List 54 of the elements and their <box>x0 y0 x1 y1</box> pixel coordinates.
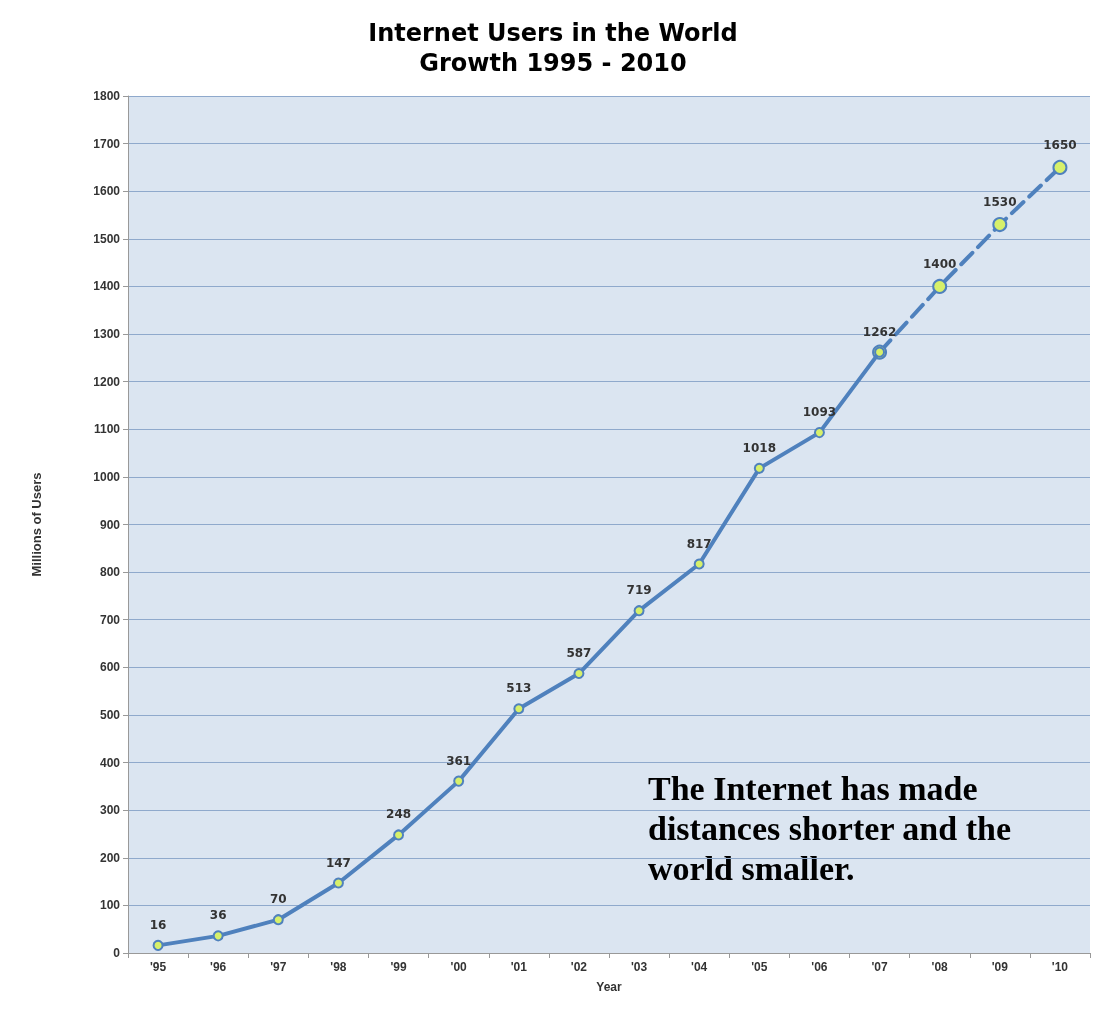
data-label: 1530 <box>983 195 1017 210</box>
x-tick-label: '04 <box>691 960 708 974</box>
y-tick-label: 700 <box>99 612 121 627</box>
y-tick-label: 0 <box>113 946 121 960</box>
y-tick-label: 1700 <box>93 136 121 151</box>
y-tick-label: 600 <box>99 660 121 675</box>
x-tick-label: '07 <box>871 960 888 974</box>
x-tick-label: '00 <box>450 960 468 974</box>
y-tick-label: 1100 <box>93 422 121 437</box>
y-tick-label: 400 <box>99 755 121 770</box>
data-label: 587 <box>566 646 592 661</box>
x-axis-title: Year <box>596 980 623 994</box>
y-tick-label: 1000 <box>93 469 121 484</box>
y-tick-label: 1800 <box>93 89 121 103</box>
x-tick-label: '06 <box>811 960 828 974</box>
x-tick-label: '09 <box>991 960 1009 974</box>
data-label: 36 <box>209 908 227 923</box>
x-tick-label: '08 <box>931 960 949 974</box>
data-label: 1650 <box>1043 137 1077 152</box>
annotation: The Internet has made distances shorter and the world smaller. <box>648 769 1020 887</box>
data-label: 70 <box>269 892 287 907</box>
data-label: 1262 <box>862 324 897 339</box>
data-label: 817 <box>686 536 712 551</box>
x-tick-label: '03 <box>630 960 648 974</box>
data-label: 513 <box>506 681 532 696</box>
x-tick-label: '05 <box>751 960 768 974</box>
y-tick-label: 800 <box>99 565 121 580</box>
y-tick-label: 300 <box>99 803 121 818</box>
x-tick-label: '99 <box>390 960 407 974</box>
x-tick-label: '02 <box>570 960 588 974</box>
y-tick-label: 1600 <box>93 184 121 199</box>
data-label: 147 <box>325 855 351 870</box>
data-label: 361 <box>446 753 472 768</box>
y-tick-label: 500 <box>99 707 121 722</box>
x-tick-label: '10 <box>1051 960 1069 974</box>
y-axis-title: Millions of Users <box>29 472 44 577</box>
data-label: 1018 <box>742 440 777 455</box>
y-tick-label: 1400 <box>93 279 121 294</box>
x-tick-label: '96 <box>210 960 227 974</box>
chart-title: Internet Users in the World Growth 1995 - 2010 <box>368 19 738 77</box>
data-label: 16 <box>149 917 167 932</box>
data-label: 1400 <box>922 256 957 271</box>
y-tick-label: 200 <box>99 850 121 865</box>
x-tick-label: '97 <box>270 960 287 974</box>
data-label: 248 <box>386 807 412 822</box>
x-tick-label: '98 <box>330 960 347 974</box>
data-label: 719 <box>626 583 652 598</box>
y-tick-label: 100 <box>99 898 121 913</box>
y-tick-label: 1500 <box>93 231 121 246</box>
y-tick-label: 1200 <box>93 374 121 389</box>
x-tick-label: '95 <box>149 960 167 974</box>
x-tick-label: '01 <box>510 960 528 974</box>
y-tick-label: 1300 <box>93 327 121 342</box>
y-tick-label: 900 <box>99 517 121 532</box>
